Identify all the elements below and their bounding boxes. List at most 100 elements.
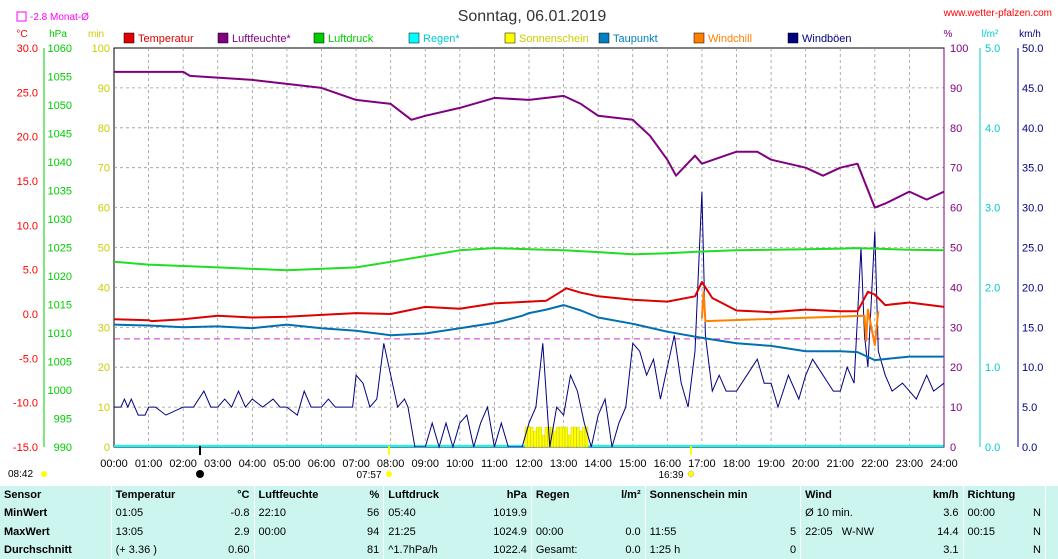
- x-tick-label: 07:00: [342, 458, 370, 470]
- legend-swatch: [408, 32, 420, 44]
- humidity-tick-label: 10: [950, 402, 962, 414]
- cell-hum-val: 81: [367, 543, 380, 556]
- stats-table: Sensor Temperatur °C Luftfeuchte % Luftd…: [0, 486, 1058, 559]
- cell-temp-val: -0.8: [230, 507, 250, 520]
- cell-press-val: 1022.4: [493, 543, 527, 556]
- cell-press-time: ^1.7hPa/h: [383, 540, 470, 559]
- stats-head-temp-unit: °C: [237, 489, 250, 502]
- cell-dir-val: N: [1033, 507, 1041, 520]
- stats-row-avg: Durchschnitt (+ 3.36 ) 0.60 81 ^1.7hPa/h…: [0, 540, 1058, 559]
- legend-item: Windböen: [787, 32, 852, 45]
- weather-chart: Sonntag, 06.01.2019 www.wetter-pfalzen.c…: [8, 8, 1052, 481]
- x-tick-label: 08:00: [377, 458, 405, 470]
- axes: 30.0 25.0 20.0 15.0 10.0 5.0 0.0 -5.0 -10.0 -15.0…: [13, 29, 1044, 481]
- x-tick-label: 01:00: [135, 458, 163, 470]
- pressure-tick-label: 1050: [48, 100, 72, 112]
- legend-label: Luftdruck: [328, 33, 374, 45]
- legend-label: Regen*: [423, 33, 460, 45]
- sunshine-bar: [544, 426, 548, 448]
- pressure-tick-label: 1000: [48, 385, 72, 397]
- stats-head-sun: Sonnenschein min: [644, 486, 801, 505]
- cell-dir-time: [962, 540, 1020, 559]
- cell-wind-time: [800, 540, 914, 559]
- sunshine-bar: [533, 430, 537, 448]
- legend-label: Temperatur: [138, 33, 194, 45]
- sun-tick-label: 40: [98, 282, 110, 294]
- legend-swatch: [313, 32, 325, 44]
- temp-tick-label: 25.0: [17, 87, 38, 99]
- cell-hum-val: 94: [367, 525, 380, 538]
- sunshine-bar: [576, 426, 580, 448]
- plot-area: [113, 47, 945, 448]
- legend-label: Luftfeuchte*: [232, 33, 291, 45]
- x-tick-label: 10:00: [446, 458, 474, 470]
- pressure-tick-label: 1020: [48, 271, 72, 283]
- stats-head-dir: Richtung: [962, 486, 1046, 505]
- rain-tick-label: 0.0: [985, 442, 1000, 454]
- cell-hum-time: [253, 540, 354, 559]
- wind-tick-label: 5.0: [1022, 402, 1037, 414]
- legend-swatch: [787, 32, 799, 44]
- wind-tick-label: 0.0: [1022, 442, 1037, 454]
- x-tick-label: 23:00: [896, 458, 924, 470]
- wind-tick-label: 10.0: [1022, 362, 1043, 374]
- wind-tick-label: 15.0: [1022, 322, 1043, 334]
- stats-row-min: MinWert 01:05 -0.8 22:10 56 05:40 1019.9…: [0, 504, 1058, 523]
- stats-head-press-unit: hPa: [506, 489, 527, 502]
- legend-item: Taupunkt: [598, 32, 658, 45]
- x-tick-label: 12:00: [515, 458, 543, 470]
- x-tick-label: 02:00: [169, 458, 197, 470]
- humidity-tick-label: 60: [950, 203, 962, 215]
- humidity-tick-label: 30: [950, 322, 962, 334]
- cell-dir-time: 00:00: [962, 504, 1020, 523]
- site-link[interactable]: www.wetter-pfalzen.com: [943, 8, 1052, 19]
- x-tick-label: 13:00: [550, 458, 578, 470]
- rain-unit-label: l/m²: [982, 29, 999, 40]
- humidity-tick-label: 80: [950, 123, 962, 135]
- monthly-avg-icon: [16, 11, 27, 22]
- cell-press-time: 21:25: [383, 522, 470, 541]
- x-tick-label: 14:00: [584, 458, 612, 470]
- x-tick-label: 21:00: [826, 458, 854, 470]
- rain-tick-label: 2.0: [985, 282, 1000, 294]
- rain-tick-label: 3.0: [985, 203, 1000, 215]
- sunshine-bar: [556, 426, 560, 448]
- legend-label: Windböen: [802, 33, 852, 45]
- sun-tick-label: 60: [98, 203, 110, 215]
- pressure-tick-label: 1055: [48, 72, 72, 84]
- cell-press-val: 1024.9: [493, 525, 527, 538]
- stats-header-row: Sensor Temperatur °C Luftfeuchte % Luftd…: [0, 486, 1058, 505]
- legend-item: Sonnenschein: [504, 32, 589, 45]
- x-tick-label: 22:00: [861, 458, 889, 470]
- series-windchill: [700, 290, 880, 346]
- humidity-tick-label: 100: [950, 43, 968, 55]
- x-tick-label: 15:00: [619, 458, 647, 470]
- x-tick-label: 03:00: [204, 458, 232, 470]
- wind-tick-label: 30.0: [1022, 203, 1043, 215]
- x-tick-label: 11:00: [481, 458, 508, 470]
- sun-tick-label: 20: [98, 362, 110, 374]
- stats-head-hum: Luftfeuchte: [253, 486, 354, 505]
- temp-tick-label: -15.0: [13, 442, 38, 454]
- x-tick-label: 09:00: [411, 458, 439, 470]
- sun-tick-label: 100: [92, 43, 110, 55]
- sunshine-bar: [567, 434, 571, 448]
- stats-row-label: Durchschnitt: [4, 543, 72, 556]
- pressure-unit-label: hPa: [49, 29, 67, 40]
- legend-item: Luftdruck: [313, 32, 374, 45]
- temp-tick-label: 10.0: [17, 220, 38, 232]
- stats-head-temp: Temperatur: [110, 486, 211, 505]
- wind-tick-label: 40.0: [1022, 123, 1043, 135]
- sunshine-bar: [553, 430, 557, 448]
- legend: Temperatur Luftfeuchte* Luftdruck Regen* Son…: [123, 32, 852, 45]
- cell-rain-time: [530, 504, 605, 523]
- cell-press-time: 05:40: [383, 504, 470, 523]
- cell-sun-val: 5: [789, 525, 797, 538]
- x-tick-label: 18:00: [723, 458, 751, 470]
- humidity-tick-label: 40: [950, 282, 962, 294]
- temp-tick-label: -5.0: [19, 353, 38, 365]
- rain-tick-label: 5.0: [985, 43, 1000, 55]
- legend-swatch: [504, 32, 516, 44]
- x-tick-label: 17:00: [688, 458, 716, 470]
- sun-tick-label: 50: [98, 243, 110, 255]
